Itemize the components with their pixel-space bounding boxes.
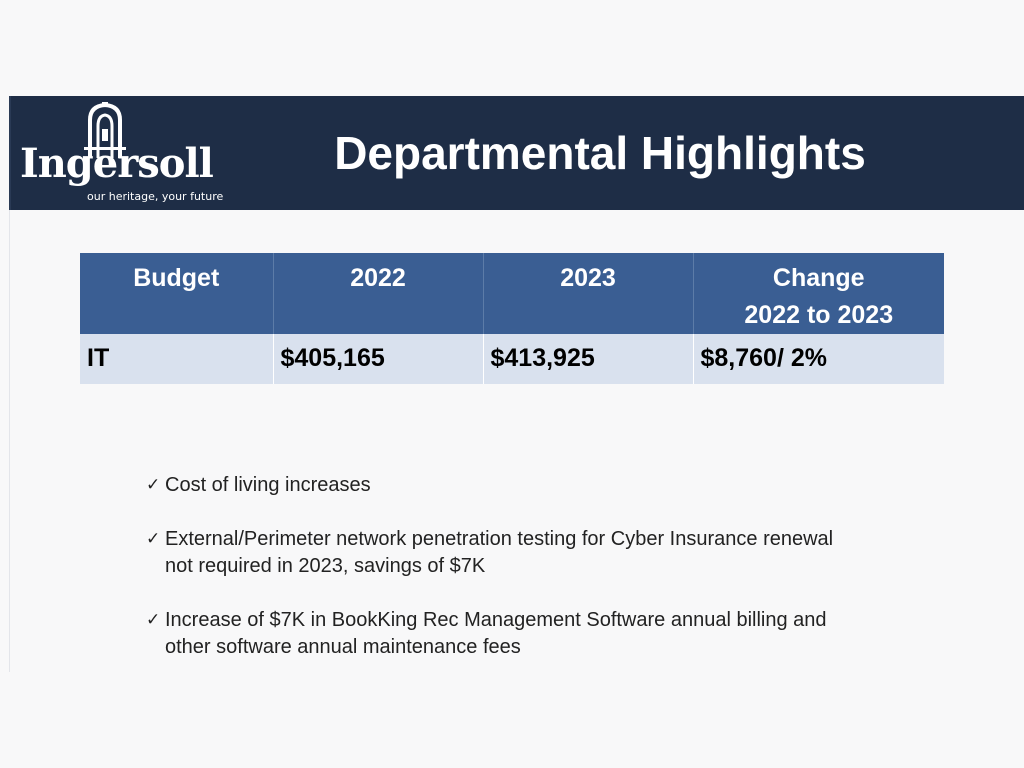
bullet-text: Cost of living increases [165,474,371,496]
checkmark-icon: ✓ [146,610,161,630]
bullet-text: External/Perimeter network penetration t… [165,528,834,577]
header-budget: Budget [80,253,274,334]
header-2022: 2022 [273,253,484,334]
table-row: IT $405,165 $413,925 $8,760/ 2% [80,334,944,384]
list-item: ✓ Increase of $7K in BookKing Rec Manage… [146,607,846,661]
header-change-line2: 2022 to 2023 [744,301,894,329]
table-header-row: Budget 2022 2023 Change 2022 to 2023 [80,253,944,334]
clock-tower-icon [84,102,126,158]
budget-table: Budget 2022 2023 Change 2022 to 2023 IT … [80,253,944,384]
logo-tagline: our heritage, your future [87,190,224,203]
logo-wordmark: Ingersoll [20,140,214,187]
bullet-text: Increase of $7K in BookKing Rec Manageme… [165,609,827,658]
header-change-line1: Change [772,264,865,292]
logo: Ingersoll our heritage, your future [20,100,224,208]
cell-2022: $405,165 [273,334,484,384]
header-2023: 2023 [483,253,694,334]
header-edge-line [9,96,11,210]
cell-budget: IT [80,334,274,384]
checkmark-icon: ✓ [146,475,161,495]
header-change: Change 2022 to 2023 [693,253,944,334]
left-rule [9,97,10,672]
page-title: Departmental Highlights [334,127,866,179]
cell-2023: $413,925 [483,334,694,384]
list-item: ✓ Cost of living increases [146,472,846,499]
cell-change: $8,760/ 2% [693,334,944,384]
checkmark-icon: ✓ [146,529,161,549]
header-edge [0,96,11,210]
bullet-list: ✓ Cost of living increases ✓ External/Pe… [146,472,846,688]
list-item: ✓ External/Perimeter network penetration… [146,526,846,580]
header-bar [0,96,1024,210]
